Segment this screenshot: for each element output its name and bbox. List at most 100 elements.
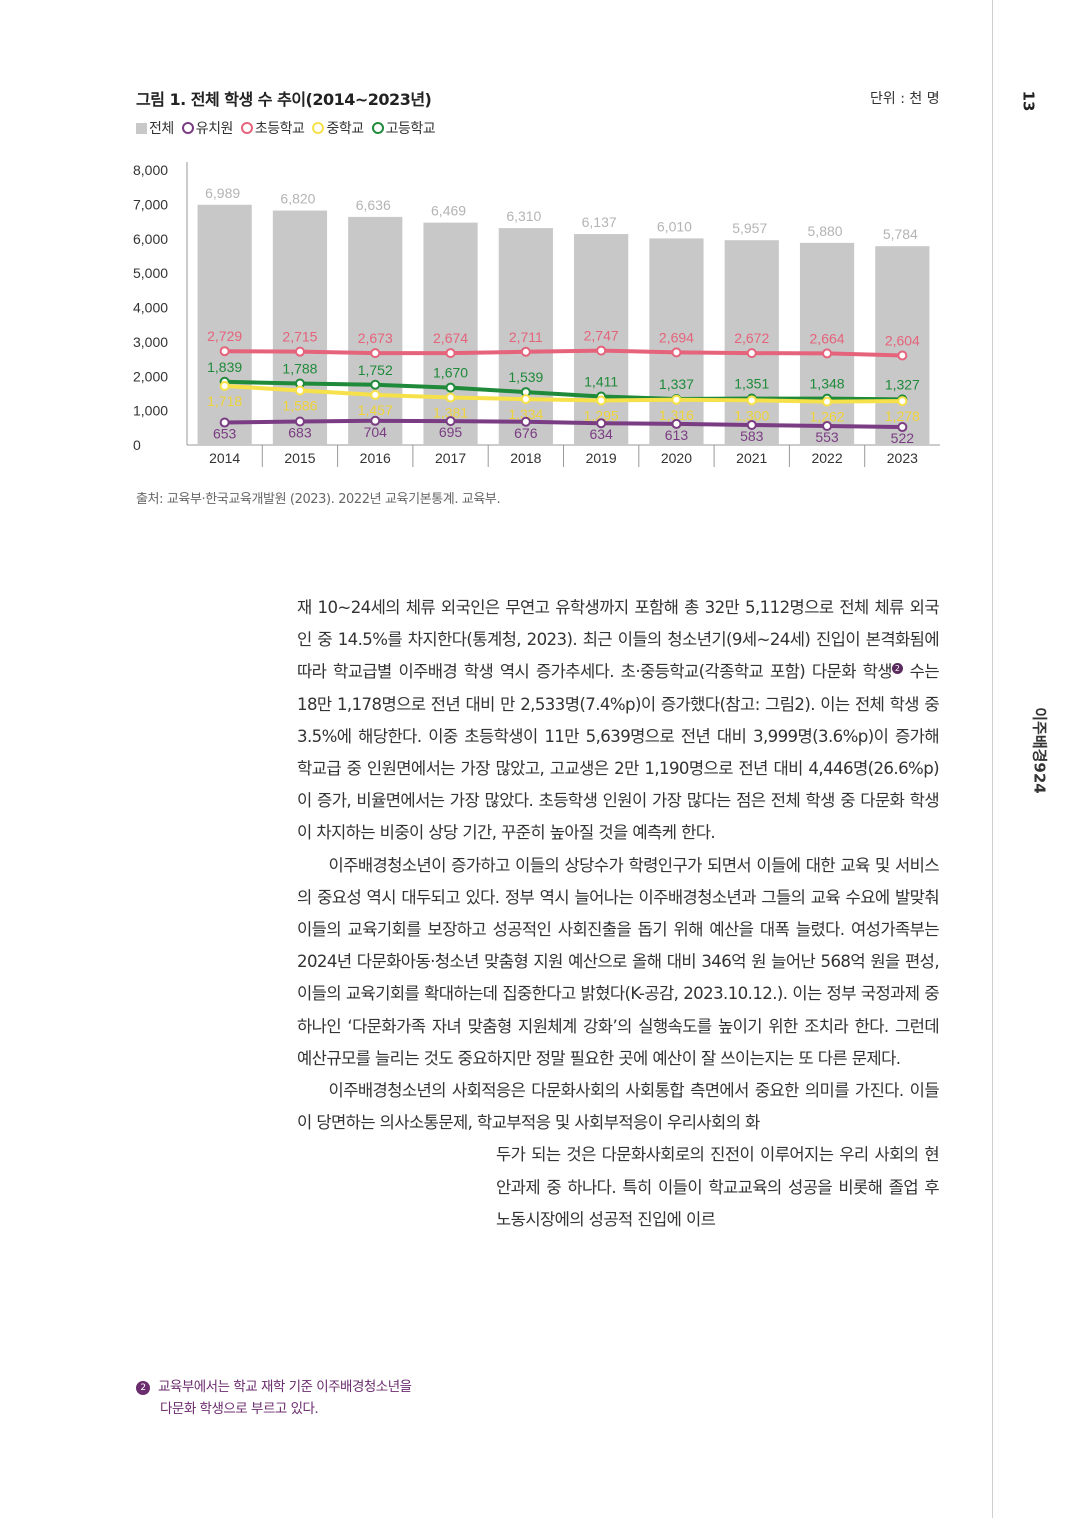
line-series-2 — [224, 348, 903, 358]
chart-legend: 전체 유치원 초등학교 중학교 고등학교 — [136, 118, 436, 138]
footnote-text: 교육부에서는 학교 재학 기준 이주배경청소년을 — [158, 1379, 412, 1395]
legend-label: 유치원 — [195, 121, 234, 137]
line-data-label: 1,300 — [734, 407, 769, 423]
legend-swatch-ring-icon — [181, 122, 194, 134]
line-data-label: 2,711 — [509, 329, 543, 345]
x-tick-label: 2017 — [435, 450, 466, 466]
line-series-4 — [224, 379, 903, 402]
line-point — [746, 348, 757, 359]
line-point — [822, 420, 833, 431]
y-tick-label: 5,000 — [133, 265, 168, 281]
bar-total — [649, 238, 704, 445]
line-data-label: 1,670 — [433, 365, 468, 381]
line-point — [897, 350, 908, 361]
line-data-label: 2,747 — [584, 328, 619, 344]
line-data-label: 704 — [364, 424, 388, 440]
bar-data-label: 6,820 — [280, 191, 315, 207]
x-tick-label: 2015 — [284, 450, 315, 466]
bar-total — [272, 210, 328, 445]
line-point — [822, 348, 833, 359]
line-data-label: 634 — [589, 426, 613, 442]
line-point — [671, 394, 682, 405]
line-data-label: 1,327 — [885, 376, 920, 392]
y-tick-label: 2,000 — [133, 368, 168, 384]
x-tick-label: 2021 — [736, 450, 767, 466]
figure-title: 그림 1. 전체 학생 수 추이(2014~2023년) — [136, 90, 432, 109]
line-data-label: 1,351 — [734, 376, 769, 392]
y-tick-label: 4,000 — [133, 300, 168, 316]
page-margin-divider — [992, 0, 993, 1518]
bar-data-label: 6,010 — [657, 218, 692, 234]
line-data-label: 2,674 — [433, 330, 468, 346]
line-point — [596, 418, 607, 429]
line-series-1 — [224, 418, 903, 430]
line-data-label: 2,673 — [358, 330, 393, 346]
line-data-label: 1,718 — [207, 393, 242, 409]
y-tick-label: 7,000 — [133, 196, 168, 212]
legend-swatch-ring-icon — [240, 122, 253, 134]
line-data-label: 1,295 — [584, 407, 619, 423]
line-data-label: 613 — [665, 427, 689, 443]
footnote: 2 교육부에서는 학교 재학 기준 이주배경청소년을 다문화 학생으로 부르고 있… — [136, 1376, 476, 1420]
bar-data-label: 6,137 — [582, 214, 617, 230]
x-tick-label: 2014 — [209, 450, 240, 466]
line-data-label: 553 — [815, 429, 839, 445]
line-point — [671, 347, 682, 358]
line-data-label: 1,752 — [358, 362, 393, 378]
paragraph: 이주배경청소년이 증가하고 이들의 상당수가 학령인구가 되면서 이들에 대한 … — [297, 855, 940, 1068]
unit-label: 단위 : 천 명 — [870, 91, 940, 107]
bar-data-label: 5,784 — [883, 226, 918, 242]
line-point — [370, 379, 381, 390]
line-data-label: 1,411 — [584, 373, 618, 389]
line-point — [746, 419, 757, 430]
bar-total — [724, 240, 779, 445]
y-tick-label: 1,000 — [133, 403, 168, 419]
line-data-label: 2,664 — [810, 330, 845, 346]
line-data-label: 695 — [439, 424, 463, 440]
figure-source: 출처: 교육부·한국교육개발원 (2023). 2022년 교육기본통계. 교육… — [136, 492, 501, 507]
line-point — [294, 416, 305, 427]
legend-label: 초등학교 — [254, 121, 305, 137]
legend-item-middle: 중학교 — [312, 118, 364, 138]
x-tick-label: 2019 — [586, 450, 617, 466]
line-point — [219, 380, 230, 391]
y-tick-label: 8,000 — [133, 162, 168, 178]
line-point — [596, 395, 607, 406]
line-data-label: 1,381 — [433, 405, 468, 421]
line-data-label: 676 — [514, 425, 538, 441]
x-tick-label: 2018 — [510, 450, 541, 466]
legend-swatch-ring-icon — [312, 122, 325, 134]
legend-item-high: 고등학교 — [371, 118, 436, 138]
legend-label: 중학교 — [326, 121, 364, 137]
line-data-label: 1,348 — [810, 376, 845, 392]
page-number: 13 — [1019, 90, 1038, 112]
x-tick-label: 2020 — [661, 450, 692, 466]
legend-swatch-ring-icon — [371, 122, 384, 134]
line-point — [520, 394, 531, 405]
line-data-label: 2,672 — [734, 330, 769, 346]
line-data-label: 653 — [213, 426, 237, 442]
legend-item-kindergarten: 유치원 — [181, 118, 234, 138]
line-point — [445, 348, 456, 359]
footnote-text: 다문화 학생으로 부르고 있다. — [160, 1401, 319, 1417]
line-data-label: 1,337 — [659, 376, 694, 392]
line-series-3 — [224, 383, 903, 404]
line-data-label: 1,262 — [810, 409, 845, 425]
paragraph: 재 10~24세의 체류 외국인은 무연고 유학생까지 포함해 총 32만 5,… — [297, 592, 940, 850]
line-data-label: 2,694 — [659, 329, 694, 345]
line-point — [445, 392, 456, 403]
line-point — [294, 346, 305, 357]
line-data-label: 1,316 — [659, 407, 694, 423]
line-point — [294, 385, 305, 396]
line-data-label: 1,539 — [508, 369, 543, 385]
line-point — [219, 346, 230, 357]
article-body: 재 10~24세의 체류 외국인은 무연고 유학생까지 포함해 총 32만 5,… — [297, 592, 940, 1236]
footnote-number: 2 — [136, 1381, 150, 1395]
bar-data-label: 6,636 — [356, 197, 391, 213]
x-tick-label: 2022 — [811, 450, 842, 466]
legend-item-total: 전체 — [136, 118, 174, 138]
bar-total — [875, 246, 930, 445]
line-point — [671, 418, 682, 429]
line-data-label: 522 — [891, 430, 915, 446]
line-data-label: 1,586 — [282, 397, 317, 413]
